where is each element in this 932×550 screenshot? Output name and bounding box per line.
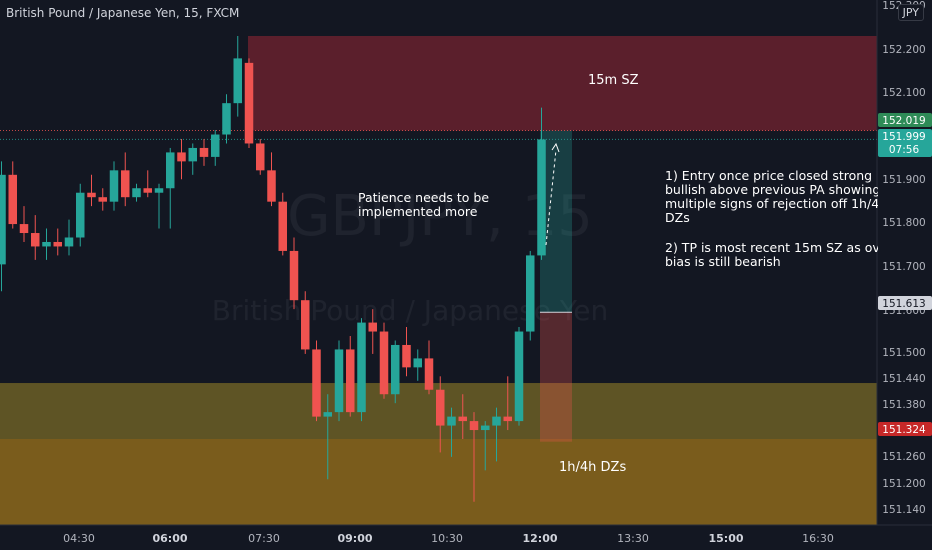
candle-body[interactable] — [42, 241, 51, 247]
chart-title: British Pound / Japanese Yen, 15, FXCM — [6, 6, 240, 20]
time-tick-label: 10:30 — [431, 532, 463, 545]
price-tag[interactable] — [878, 296, 932, 310]
price-axis[interactable] — [877, 0, 932, 550]
time-tick-label: 04:30 — [63, 532, 95, 545]
price-tag-label: 152.019 — [882, 115, 925, 127]
candle-body[interactable] — [436, 389, 445, 426]
candle-body[interactable] — [53, 241, 63, 247]
price-tick-label: 151.800 — [882, 217, 925, 229]
time-axis[interactable] — [0, 525, 932, 550]
candle-body[interactable] — [154, 188, 164, 193]
price-tick-label: 151.700 — [882, 261, 925, 273]
candle-body[interactable] — [19, 224, 29, 234]
candle-body[interactable] — [31, 233, 40, 247]
price-tick-label: 151.900 — [882, 174, 925, 186]
annotation-entry: 1) Entry once price closed strong bullis… — [665, 169, 878, 225]
candle-body[interactable] — [0, 174, 6, 265]
candle-body[interactable] — [121, 170, 130, 198]
candle-body[interactable] — [503, 416, 513, 422]
candle-body[interactable] — [492, 416, 501, 426]
demand-zone-label: 1h/4h DZs — [559, 460, 627, 475]
candle-body[interactable] — [379, 331, 389, 395]
candle-body[interactable] — [177, 152, 186, 162]
annotation-patience: Patience needs to be implemented more — [358, 190, 490, 219]
candle-body[interactable] — [222, 103, 231, 135]
candle-body[interactable] — [278, 201, 288, 251]
price-tick-label: 151.440 — [882, 373, 925, 385]
candle-body[interactable] — [368, 322, 378, 332]
candle-body[interactable] — [233, 58, 243, 104]
projection-arrow — [545, 149, 557, 246]
price-tag-label: 151.999 — [882, 131, 925, 143]
candle-body[interactable] — [514, 331, 524, 422]
candle-body[interactable] — [391, 344, 400, 395]
candle-body[interactable] — [537, 139, 546, 256]
time-tick-label: 13:30 — [617, 532, 649, 545]
candle-body[interactable] — [109, 170, 119, 202]
candle-body[interactable] — [458, 416, 468, 422]
price-tag-label: 151.324 — [882, 424, 926, 436]
candle-body[interactable] — [199, 147, 209, 157]
price-tick-label: 151.200 — [882, 478, 925, 490]
candle-body[interactable] — [469, 421, 479, 431]
price-tag[interactable] — [878, 422, 932, 436]
price-tick-label: 151.140 — [882, 504, 925, 516]
time-tick-label: 16:30 — [802, 532, 834, 545]
price-tick-label: 152.100 — [882, 87, 925, 99]
time-tick-label: 06:00 — [152, 532, 187, 545]
price-tick-label: 152.200 — [882, 44, 925, 56]
candle-body[interactable] — [132, 188, 141, 198]
currency-badge[interactable]: JPY — [897, 4, 924, 21]
price-tag[interactable] — [878, 113, 932, 127]
candle-body[interactable] — [424, 358, 434, 390]
projection-arrowhead — [551, 142, 560, 153]
position-loss-zone — [540, 312, 572, 442]
candle-body[interactable] — [76, 192, 85, 238]
candle-body[interactable] — [346, 349, 355, 413]
candle-body[interactable] — [166, 152, 175, 189]
candle-body[interactable] — [267, 170, 276, 202]
candle-body[interactable] — [244, 62, 254, 144]
candle-body[interactable] — [98, 197, 108, 202]
watermark-name: British Pound / Japanese Yen — [212, 294, 608, 327]
time-tick-label: 07:30 — [248, 532, 280, 545]
candle-body[interactable] — [211, 134, 220, 157]
candle-body[interactable] — [526, 255, 535, 332]
time-tick-label: 12:00 — [522, 532, 557, 545]
candle-body[interactable] — [323, 412, 333, 417]
candle-body[interactable] — [301, 300, 310, 350]
candle-body[interactable] — [334, 349, 344, 413]
candle-body[interactable] — [256, 143, 265, 171]
candle-body[interactable] — [64, 237, 74, 247]
candle-body[interactable] — [143, 188, 153, 193]
candle-body[interactable] — [357, 322, 366, 413]
candle-body[interactable] — [8, 174, 18, 225]
candle-body[interactable] — [312, 349, 321, 417]
candle-body[interactable] — [87, 192, 96, 198]
candle-body[interactable] — [413, 358, 423, 368]
candle-body[interactable] — [481, 425, 490, 431]
time-tick-label: 15:00 — [708, 532, 743, 545]
price-tick-label: 151.500 — [882, 347, 925, 359]
candle-body[interactable] — [447, 416, 456, 426]
price-tag-label: 151.613 — [882, 298, 925, 310]
annotation-tp: 2) TP is most recent 15m SZ as ove bias … — [665, 241, 878, 269]
candle-body[interactable] — [188, 147, 198, 162]
supply-zone — [248, 36, 877, 131]
price-tick-label: 151.380 — [882, 399, 925, 411]
candle-body[interactable] — [289, 250, 299, 301]
demand-zone-lower — [0, 439, 877, 536]
price-tag[interactable] — [878, 129, 932, 157]
supply-zone-label: 15m SZ — [588, 73, 639, 88]
time-tick-label: 09:00 — [337, 532, 372, 545]
countdown-label: 07:56 — [889, 144, 920, 156]
candle-body[interactable] — [402, 344, 411, 368]
price-tick-label: 151.260 — [882, 451, 925, 463]
